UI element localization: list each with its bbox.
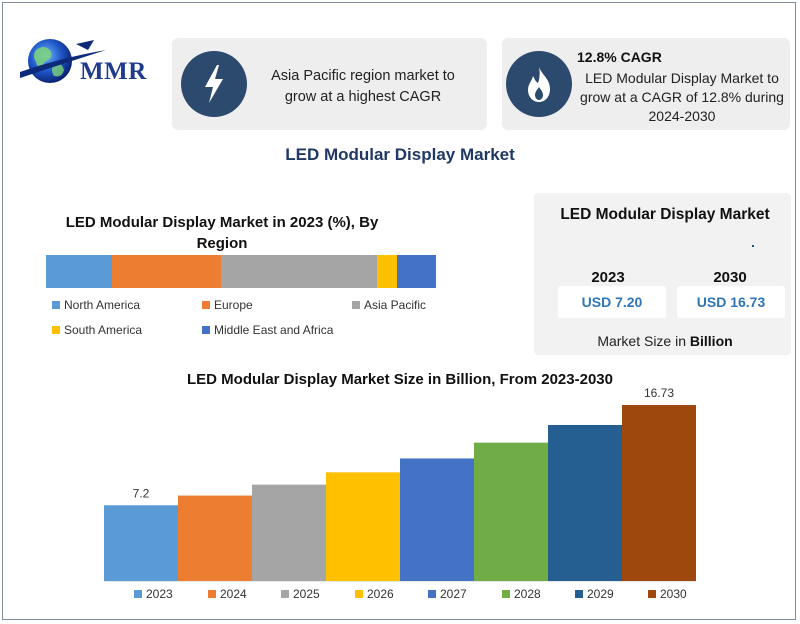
legend-label: South America	[64, 323, 143, 337]
legend-swatch-2026	[355, 590, 363, 598]
legend-label-2027: 2027	[440, 587, 467, 601]
summary-value-2023: USD 7.20	[558, 286, 666, 318]
stack-segment-south-america	[377, 255, 397, 288]
bar-2028	[474, 442, 548, 581]
legend-label: Asia Pacific	[364, 298, 427, 312]
stack-segment-europe	[112, 255, 222, 288]
legend-item: South America	[52, 323, 142, 337]
region-chart-title: LED Modular Display Market in 2023 (%), …	[65, 214, 379, 252]
data-label-2023: 7.2	[133, 486, 150, 500]
bar-2023	[104, 505, 178, 581]
legend-label: Europe	[214, 298, 253, 312]
cagr-title: 12.8% CAGR	[577, 49, 662, 65]
bar-2026	[326, 472, 400, 581]
market-summary-box	[534, 193, 791, 355]
legend-swatch-2025	[281, 590, 289, 598]
flame-icon	[506, 51, 572, 117]
region-legend: North America Europe Asia Pacific South Ame…	[52, 298, 452, 346]
stack-segment-middle-east-and-africa	[396, 255, 436, 288]
cagr-text: LED Modular Display Market to grow at a …	[580, 70, 784, 124]
bar-chart-title: LED Modular Display Market Size in Billi…	[187, 371, 613, 388]
summary-year-2023: 2023	[591, 269, 625, 286]
market-size-unit: Billion	[689, 333, 733, 349]
legend-label: Middle East and Africa	[214, 323, 334, 337]
legend-item: North America	[52, 298, 140, 312]
legend-swatch-2028	[502, 590, 510, 598]
stack-segment-asia-pacific	[221, 255, 378, 288]
stack-segment-north-america	[46, 255, 113, 288]
legend-label-2030: 2030	[660, 587, 687, 601]
bar-2029	[548, 424, 622, 581]
legend-label-2025: 2025	[293, 587, 320, 601]
region-stacked-bar	[46, 255, 436, 288]
mmr-logo	[20, 39, 106, 83]
legend-swatch-2023	[134, 590, 142, 598]
legend-swatch-2027	[428, 590, 436, 598]
logo-text: MMR	[80, 58, 147, 85]
summary-title: LED Modular Display Market	[560, 206, 770, 223]
lightning-bolt-icon	[181, 51, 247, 117]
region-growth-text: Asia Pacific region market to grow at a …	[271, 68, 455, 105]
legend-item: Asia Pacific	[352, 298, 426, 312]
legend-swatch-2024	[208, 590, 216, 598]
legend-swatch	[202, 301, 210, 309]
decorative-dot	[752, 245, 754, 247]
legend-label-2028: 2028	[514, 587, 541, 601]
legend-label-2029: 2029	[587, 587, 614, 601]
legend-swatch	[52, 326, 60, 334]
bar-2025	[252, 484, 326, 581]
legend-label-2024: 2024	[220, 587, 247, 601]
legend-swatch	[352, 301, 360, 309]
legend-item: Middle East and Africa	[202, 323, 333, 337]
bar-2027	[400, 458, 474, 581]
legend-swatch	[52, 301, 60, 309]
legend-label-2023: 2023	[146, 587, 173, 601]
page-title: LED Modular Display Market	[285, 145, 515, 164]
legend-label: North America	[64, 298, 141, 312]
data-label-2030: 16.73	[644, 386, 674, 400]
bar-2030	[622, 405, 696, 581]
legend-item: Europe	[202, 298, 253, 312]
market-size-note: Market Size in Billion	[534, 333, 796, 349]
legend-swatch-2029	[575, 590, 583, 598]
market-size-prefix: Market Size in	[597, 333, 690, 349]
summary-value-2030: USD 16.73	[677, 286, 785, 318]
summary-year-2030: 2030	[713, 269, 747, 286]
legend-swatch	[202, 326, 210, 334]
legend-swatch-2030	[648, 590, 656, 598]
legend-label-2026: 2026	[367, 587, 394, 601]
bar-2024	[178, 495, 252, 581]
